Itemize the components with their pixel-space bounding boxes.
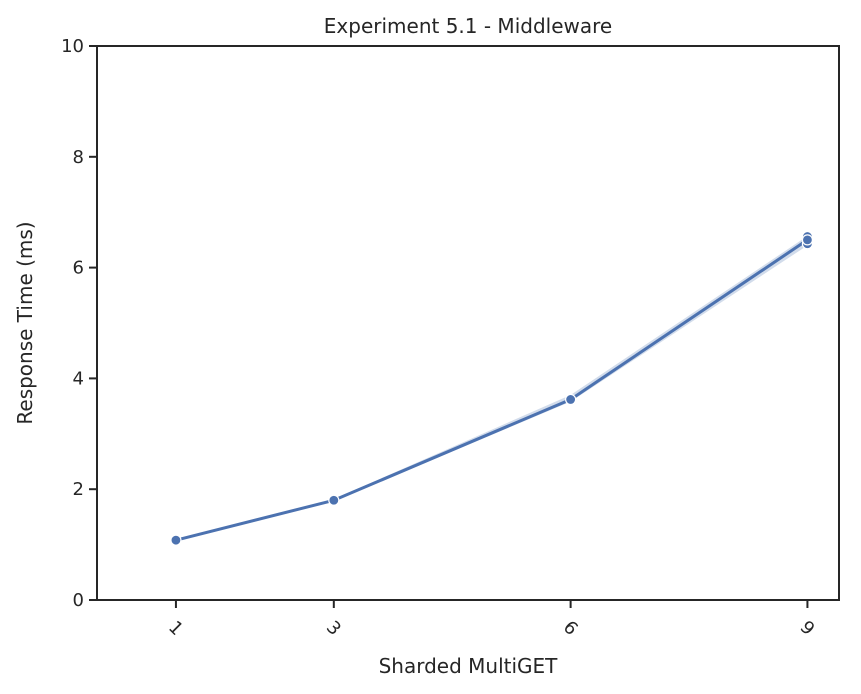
confidence-band-area	[175, 236, 808, 542]
chart-title: Experiment 5.1 - Middleware	[324, 14, 612, 38]
data-points	[170, 230, 814, 546]
x-axis-label: Sharded MultiGET	[379, 654, 559, 678]
x-tick-label: 9	[796, 617, 819, 640]
y-axis-label: Response Time (ms)	[13, 221, 37, 424]
x-tick-label: 6	[559, 617, 582, 640]
series-line-layer	[175, 238, 809, 542]
series-line	[175, 238, 809, 542]
data-point	[170, 534, 182, 546]
x-tick-label: 1	[164, 617, 187, 640]
confidence-band	[175, 236, 808, 542]
y-tick-label: 8	[73, 147, 84, 168]
data-point	[565, 393, 577, 406]
x-tick-label: 3	[322, 617, 345, 640]
y-tick-label: 0	[73, 590, 84, 611]
y-tick-label: 4	[73, 368, 84, 389]
data-point	[801, 234, 814, 246]
x-axis-ticks: 1 3 6 9	[164, 600, 819, 640]
y-tick-label: 2	[73, 479, 84, 500]
y-axis-ticks: 0 2 4 6 8 10	[61, 36, 97, 611]
data-point	[328, 494, 340, 506]
plot-frame	[96, 45, 840, 601]
y-tick-label: 10	[61, 36, 84, 57]
y-tick-label: 6	[73, 258, 84, 279]
